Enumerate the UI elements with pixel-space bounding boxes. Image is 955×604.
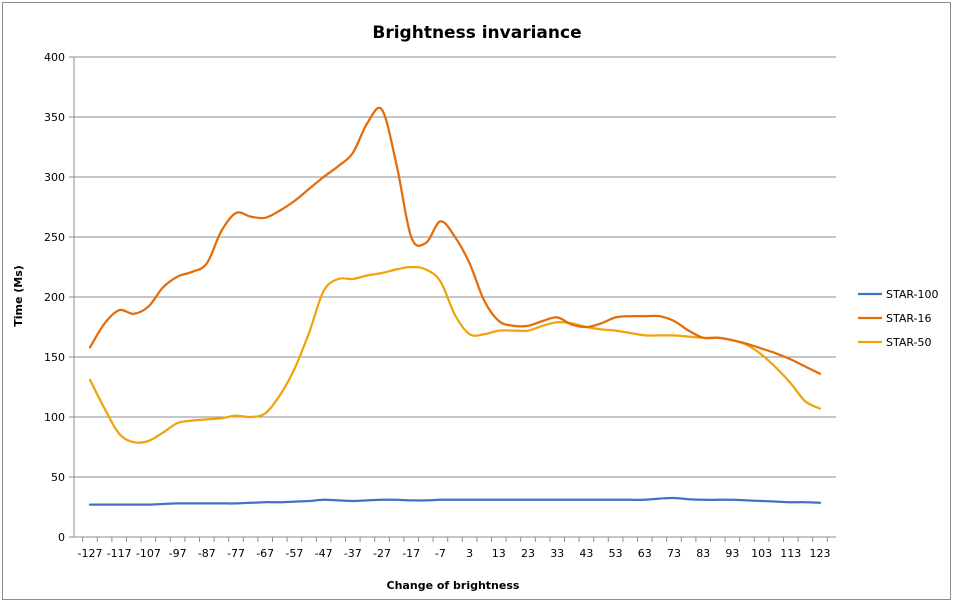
axes: [73, 57, 836, 538]
x-tick-label: 123: [810, 547, 831, 560]
x-axis-title: Change of brightness: [387, 579, 520, 592]
x-tick-label: -17: [402, 547, 420, 560]
legend: STAR-100 STAR-16 STAR-50: [858, 288, 939, 349]
x-tick-label: -57: [285, 547, 303, 560]
y-tick-label: 350: [44, 111, 65, 124]
x-tick-label: -97: [169, 547, 187, 560]
y-tick-label: 50: [51, 471, 65, 484]
x-tick-label: -27: [373, 547, 391, 560]
x-tick-label: -37: [344, 547, 362, 560]
x-tick-label: 43: [579, 547, 593, 560]
series-line-star-100: [88, 496, 822, 506]
x-tick-label: 3: [466, 547, 473, 560]
x-tick-label: 63: [638, 547, 652, 560]
x-tick-labels: -127 -117 -107 -97 -87 -77 -67 -57 -47 -37 -27 -17 -…: [78, 537, 831, 560]
y-tick-label: 250: [44, 231, 65, 244]
x-tick-label: 53: [609, 547, 623, 560]
x-tick-label: 13: [492, 547, 506, 560]
x-tick-label: 103: [751, 547, 772, 560]
x-tick-label: -117: [107, 547, 132, 560]
x-tick-label: 33: [550, 547, 564, 560]
x-tick-label: -7: [435, 547, 446, 560]
y-tick-label: 200: [44, 291, 65, 304]
y-tick-label: 0: [58, 531, 65, 544]
x-tick-label: 93: [725, 547, 739, 560]
legend-label-star-16: STAR-16: [886, 312, 932, 325]
x-tick-label: 83: [696, 547, 710, 560]
y-tick-label: 400: [44, 51, 65, 64]
y-tick-label: 300: [44, 171, 65, 184]
chart-title: Brightness invariance: [372, 23, 581, 43]
y-tick-label: 150: [44, 351, 65, 364]
x-tick-label: 113: [780, 547, 801, 560]
y-tick-labels: 0 50 100 150 200 250 300 350 400: [44, 51, 65, 544]
series-line-star-16: [88, 106, 822, 375]
x-tick-label: 73: [667, 547, 681, 560]
series-line-star-50: [88, 265, 822, 444]
x-tick-label: -47: [315, 547, 333, 560]
x-tick-label: 23: [521, 547, 535, 560]
y-tick-label: 100: [44, 411, 65, 424]
x-tick-label: -77: [227, 547, 245, 560]
x-tick-label: -107: [136, 547, 161, 560]
legend-label-star-100: STAR-100: [886, 288, 939, 301]
y-axis-title: Time (Ms): [12, 265, 25, 327]
x-tick-label: -67: [256, 547, 274, 560]
series-lines: [88, 106, 822, 506]
legend-label-star-50: STAR-50: [886, 336, 932, 349]
gridlines: [69, 56, 836, 538]
x-tick-label: -87: [198, 547, 216, 560]
x-tick-label: -127: [78, 547, 103, 560]
